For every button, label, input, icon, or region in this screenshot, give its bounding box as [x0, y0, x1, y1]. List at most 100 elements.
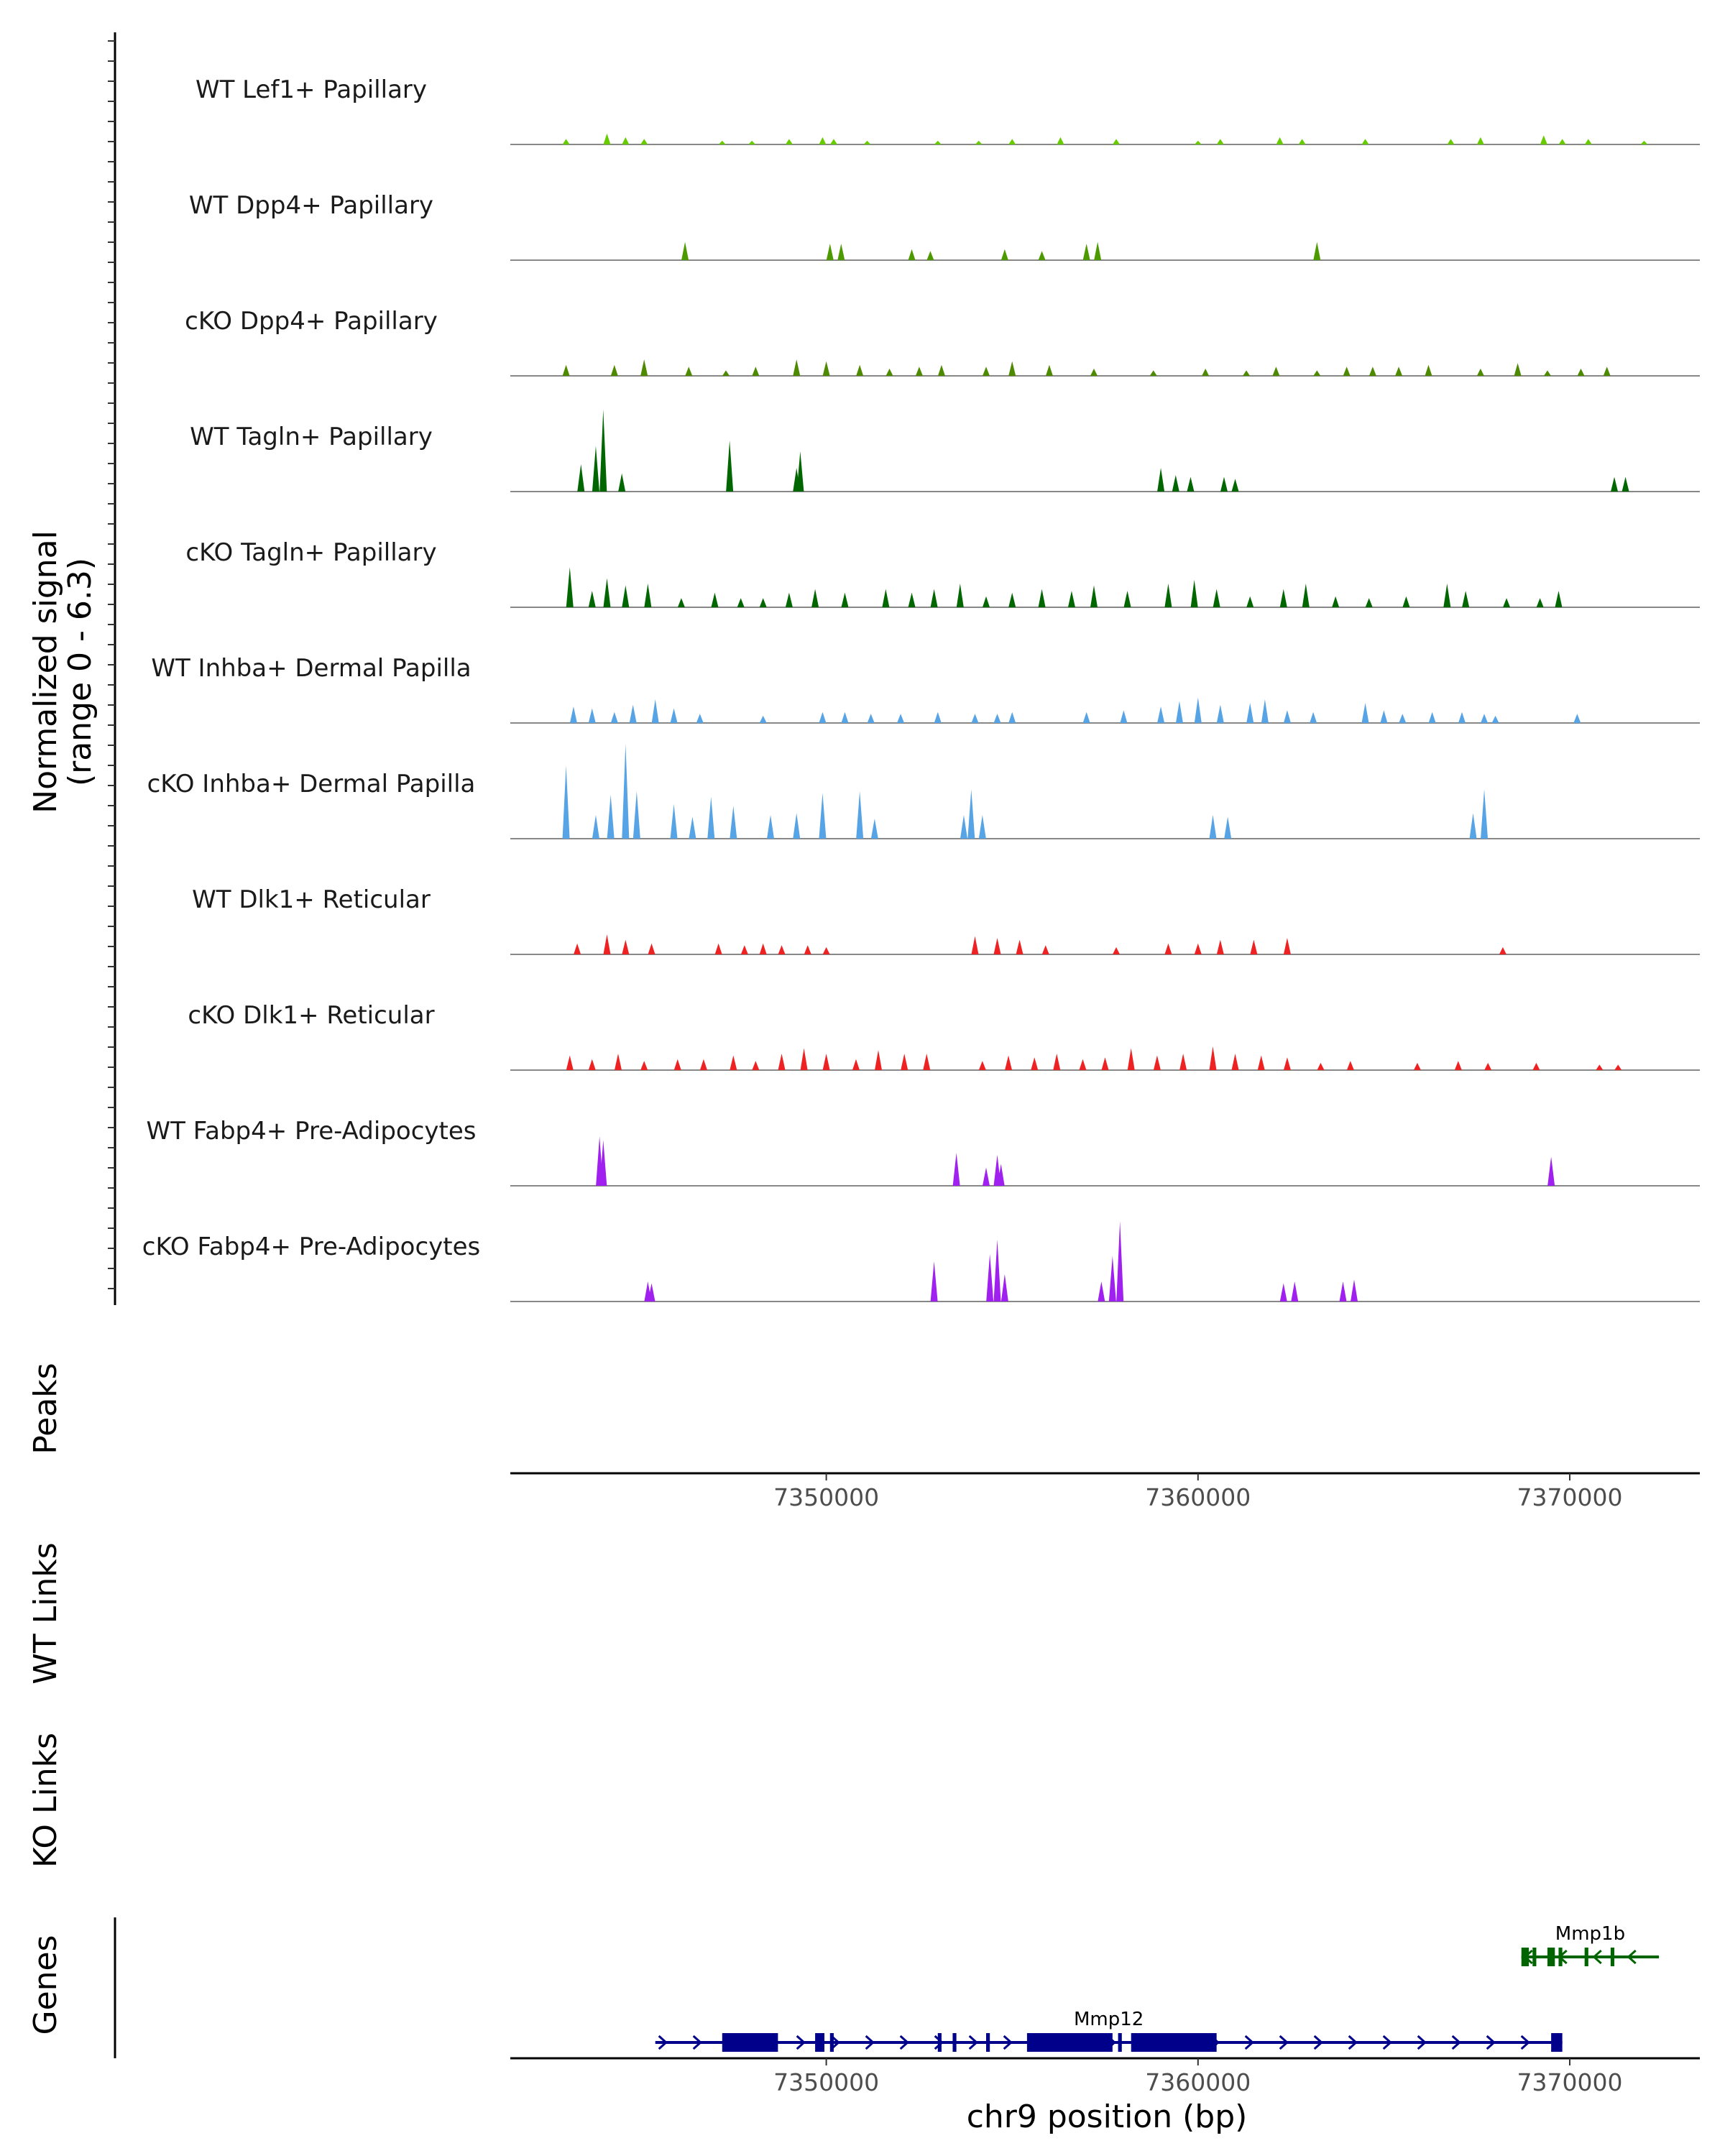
signal-peak — [1339, 1281, 1347, 1302]
signal-peak — [819, 793, 827, 839]
signal-peak — [778, 945, 786, 954]
gene-exon — [1547, 1948, 1555, 1966]
signal-peak — [930, 1261, 938, 1302]
signal-peak — [1224, 816, 1232, 839]
signal-peak — [983, 1167, 990, 1186]
panel-label-wt-links: WT Links — [27, 1542, 64, 1684]
panel-label-genes: Genes — [27, 1935, 64, 2035]
signal-peak — [1116, 1221, 1124, 1302]
track-3: WT Tagln+ Papillary — [190, 409, 1700, 492]
signal-peak — [901, 1054, 908, 1070]
signal-peak — [875, 1050, 883, 1070]
signal-peak — [1094, 241, 1102, 260]
signal-peak — [811, 589, 819, 607]
signal-peak — [629, 704, 637, 723]
signal-peak — [1000, 1273, 1008, 1302]
signal-peak — [1558, 139, 1566, 144]
strand-arrow — [1003, 2035, 1013, 2050]
signal-peak — [1413, 1062, 1421, 1070]
signal-peak — [648, 1283, 656, 1302]
signal-peak — [1157, 706, 1165, 723]
signal-peak — [960, 814, 967, 839]
signal-peak — [1279, 1283, 1287, 1302]
signal-peak — [1361, 703, 1369, 723]
signal-peak — [1090, 368, 1098, 376]
gene-exon — [1551, 2033, 1563, 2052]
signal-peak — [759, 943, 767, 954]
signal-peak — [1261, 699, 1269, 723]
signal-peak — [1447, 139, 1455, 144]
signal-peak — [978, 814, 986, 839]
signal-peak — [1123, 591, 1131, 607]
signal-peak — [826, 244, 834, 260]
signal-peak — [934, 140, 942, 144]
y-axis-label-signal: Normalized signal — [27, 530, 64, 814]
signal-peak — [1098, 1281, 1105, 1302]
signal-peak — [740, 945, 748, 954]
signal-peak — [1543, 370, 1551, 376]
signal-peak — [752, 367, 760, 376]
track-2: cKO Dpp4+ Papillary — [185, 307, 1700, 377]
signal-peak — [1157, 467, 1165, 492]
signal-peak — [1476, 137, 1484, 144]
signal-peak — [759, 598, 767, 607]
track-label: cKO Fabp4+ Pre-Adipocytes — [142, 1233, 481, 1261]
gene-exon — [1131, 2033, 1217, 2052]
signal-peak — [793, 359, 801, 376]
signal-peak — [1310, 711, 1317, 723]
signal-peak — [607, 795, 615, 839]
signal-peak — [1298, 139, 1306, 144]
signal-peak — [614, 1054, 622, 1070]
signal-peak — [1622, 476, 1629, 492]
signal-peak — [1313, 241, 1321, 260]
signal-peak — [819, 711, 827, 723]
x-tick-label: 7350000 — [773, 2068, 879, 2096]
signal-peak — [588, 708, 596, 723]
gene-exon — [1610, 1948, 1615, 1966]
strand-arrow — [1348, 2035, 1358, 2050]
signal-peak — [978, 1061, 986, 1070]
signal-peak — [1346, 1061, 1354, 1070]
signal-peak — [767, 814, 775, 839]
signal-peak — [983, 596, 990, 607]
signal-peak — [934, 711, 942, 723]
signal-peak — [577, 464, 585, 492]
signal-peak — [1220, 476, 1228, 492]
signal-peak — [930, 589, 938, 607]
gene-exon — [1026, 2033, 1113, 2052]
x-tick-label: 7350000 — [773, 1483, 879, 1511]
signal-peak — [699, 1059, 707, 1070]
signal-peak — [1540, 135, 1547, 144]
signal-peak — [923, 1054, 931, 1070]
signal-peak — [1596, 1064, 1604, 1070]
track-7: WT Dlk1+ Reticular — [192, 885, 1700, 955]
gene-exon — [1558, 1948, 1563, 1966]
signal-peak — [1380, 710, 1388, 723]
signal-peak — [1008, 592, 1016, 607]
signal-peak — [841, 592, 849, 607]
signal-peak — [993, 1239, 1001, 1302]
signal-peak — [1016, 939, 1024, 954]
signal-peak — [956, 583, 964, 607]
gene-label: Mmp1b — [1555, 1923, 1625, 1945]
x-tick-label: 7370000 — [1517, 1483, 1622, 1511]
signal-peak — [588, 591, 596, 607]
signal-peak — [1179, 1054, 1187, 1070]
track-label: cKO Dlk1+ Reticular — [188, 1001, 434, 1030]
strand-arrow — [692, 2035, 702, 2050]
signal-peak — [1276, 137, 1284, 144]
signal-peak — [1008, 361, 1016, 376]
signal-peak — [882, 589, 890, 607]
signal-peak — [1038, 251, 1046, 260]
signal-peak — [759, 715, 767, 723]
signal-peak — [915, 367, 923, 376]
signal-peak — [1216, 704, 1224, 723]
signal-peak — [722, 370, 730, 376]
signal-peak — [841, 711, 849, 723]
signal-peak — [1164, 583, 1172, 607]
signal-peak — [867, 714, 875, 723]
signal-peak — [1216, 139, 1224, 144]
track-1: WT Dpp4+ Papillary — [189, 191, 1700, 261]
signal-peak — [822, 1054, 830, 1070]
signal-peak — [1365, 598, 1373, 607]
